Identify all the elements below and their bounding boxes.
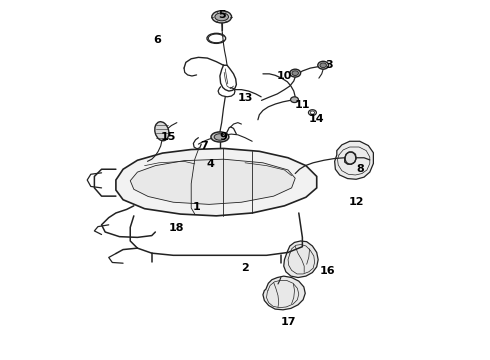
Text: 10: 10 [277,71,292,81]
Text: 6: 6 [153,35,161,45]
Ellipse shape [212,11,232,23]
Ellipse shape [214,134,225,140]
Text: 12: 12 [348,197,364,207]
Text: 14: 14 [309,114,324,124]
Text: 13: 13 [237,93,253,103]
Ellipse shape [292,71,298,76]
Text: 8: 8 [356,164,364,174]
Text: 15: 15 [160,132,175,142]
Polygon shape [263,276,305,310]
Ellipse shape [291,97,298,103]
Text: 11: 11 [294,100,310,110]
Text: 18: 18 [169,224,185,233]
Ellipse shape [155,122,169,141]
Polygon shape [116,148,317,216]
Ellipse shape [215,13,228,21]
Ellipse shape [318,61,329,69]
Text: 3: 3 [325,60,333,70]
Ellipse shape [345,152,356,164]
Text: 2: 2 [241,263,249,273]
Text: 7: 7 [200,141,208,151]
Ellipse shape [211,132,229,142]
Ellipse shape [290,69,300,77]
Text: 17: 17 [280,317,296,327]
Text: 16: 16 [319,266,335,276]
Polygon shape [335,141,373,179]
Polygon shape [130,159,295,204]
Text: 5: 5 [218,10,225,20]
Polygon shape [284,241,318,278]
Ellipse shape [320,63,326,68]
Text: 4: 4 [207,159,215,169]
Text: 1: 1 [193,202,200,212]
Text: 9: 9 [220,132,227,142]
